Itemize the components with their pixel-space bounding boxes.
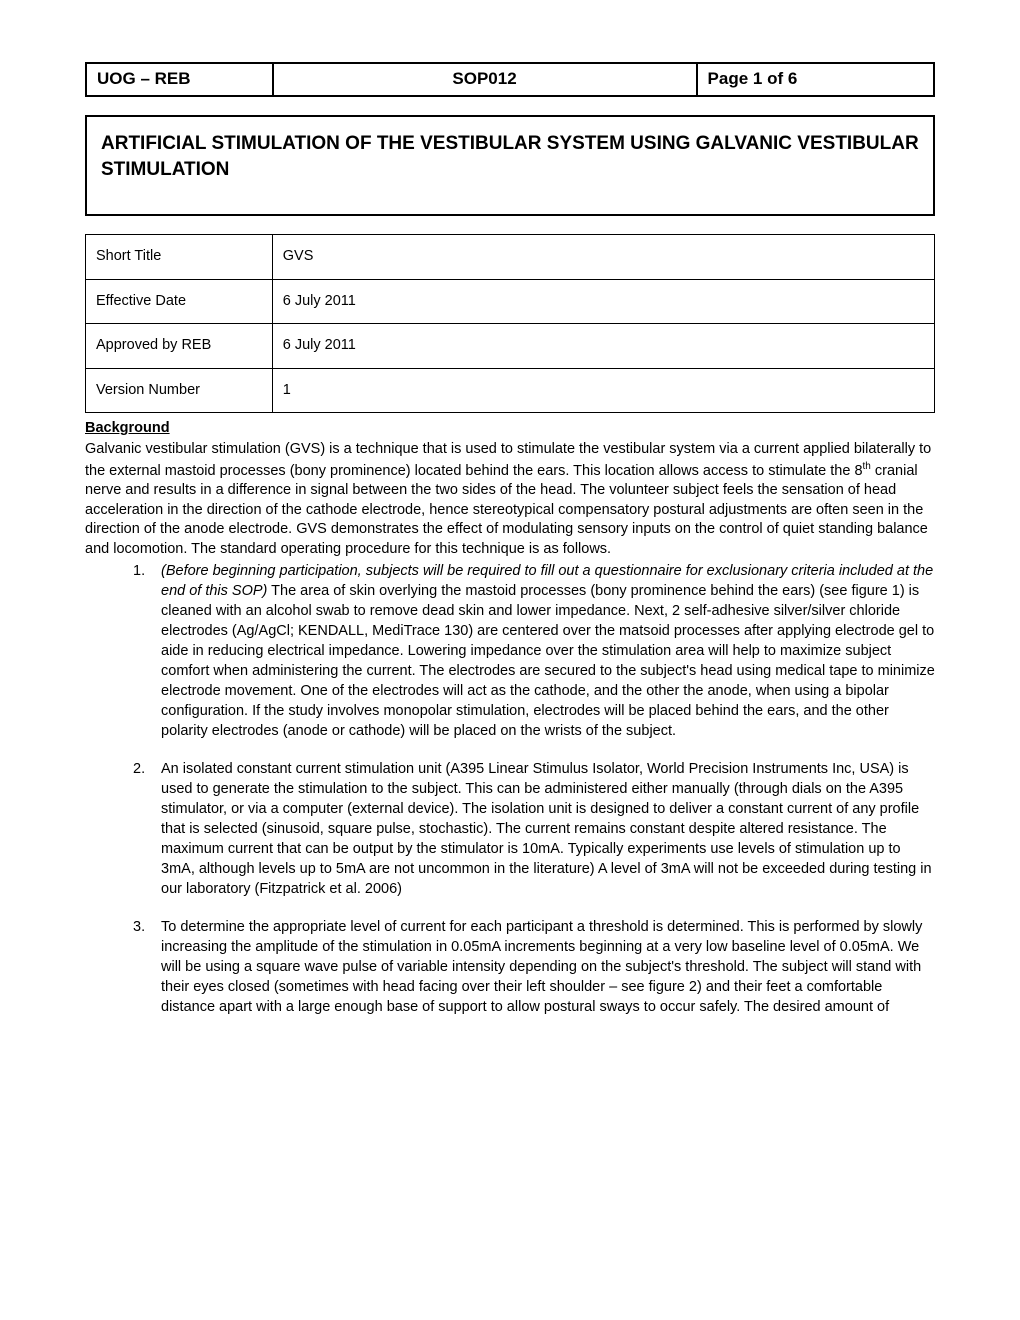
header-right: Page 1 of 6 [697,63,934,96]
list-number: 2. [133,759,145,779]
section-heading: Background [85,419,935,439]
meta-label: Effective Date [86,279,273,324]
title-box: ARTIFICIAL STIMULATION OF THE VESTIBULAR… [85,115,935,216]
procedure-list: 1. (Before beginning participation, subj… [143,561,935,1017]
meta-table: Short Title GVS Effective Date 6 July 20… [85,234,935,413]
table-row: Effective Date 6 July 2011 [86,279,935,324]
list-item-text: An isolated constant current stimulation… [161,761,932,897]
intro-superscript: th [863,461,871,472]
table-row: Version Number 1 [86,368,935,413]
list-number: 3. [133,917,145,937]
meta-value: 6 July 2011 [272,279,934,324]
document-title: ARTIFICIAL STIMULATION OF THE VESTIBULAR… [101,131,919,182]
meta-label: Approved by REB [86,324,273,369]
list-item: 3. To determine the appropriate level of… [143,917,935,1017]
intro-paragraph: Galvanic vestibular stimulation (GVS) is… [85,440,935,559]
header-center: SOP012 [273,63,697,96]
meta-label: Version Number [86,368,273,413]
intro-pre: Galvanic vestibular stimulation (GVS) is… [85,441,931,478]
list-item: 2. An isolated constant current stimulat… [143,759,935,899]
meta-value: 6 July 2011 [272,324,934,369]
list-item-text: To determine the appropriate level of cu… [161,919,922,1015]
header-left: UOG – REB [86,63,273,96]
header-table: UOG – REB SOP012 Page 1 of 6 [85,62,935,97]
meta-value: GVS [272,235,934,280]
table-row: Approved by REB 6 July 2011 [86,324,935,369]
list-item: 1. (Before beginning participation, subj… [143,561,935,741]
table-row: Short Title GVS [86,235,935,280]
meta-label: Short Title [86,235,273,280]
list-item-text: The area of skin overlying the mastoid p… [161,583,935,739]
list-number: 1. [133,561,145,581]
meta-value: 1 [272,368,934,413]
